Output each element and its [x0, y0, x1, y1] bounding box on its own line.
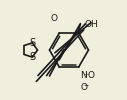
Text: O: O — [80, 83, 87, 92]
Text: O: O — [88, 71, 94, 80]
Text: O: O — [50, 14, 57, 23]
Text: OH: OH — [84, 20, 98, 29]
Text: S: S — [29, 38, 35, 48]
Text: +: + — [83, 72, 88, 76]
Text: S: S — [29, 52, 35, 62]
Text: −: − — [83, 82, 88, 87]
Text: N: N — [80, 71, 87, 80]
